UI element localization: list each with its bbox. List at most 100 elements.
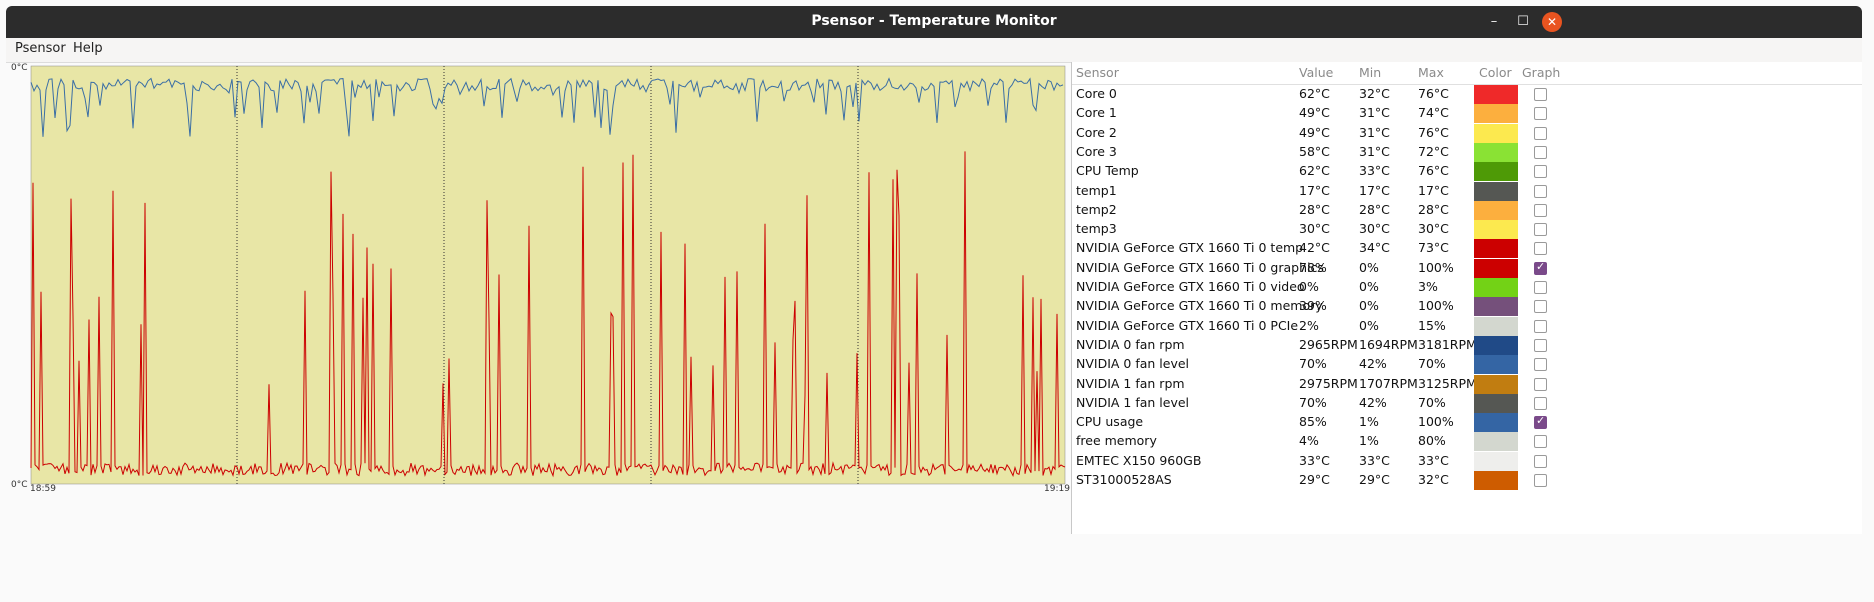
- sensor-min: 31°C: [1359, 124, 1390, 140]
- sensor-min: 17°C: [1359, 182, 1390, 198]
- table-row[interactable]: CPU Temp 62°C 33°C 76°C: [1072, 162, 1862, 182]
- color-swatch[interactable]: [1474, 123, 1518, 143]
- table-row[interactable]: free memory 4% 1% 80%: [1072, 432, 1862, 452]
- title-bar[interactable]: Psensor - Temperature Monitor – ☐ ✕: [6, 6, 1862, 38]
- sensor-value: 33°C: [1299, 452, 1330, 468]
- color-swatch[interactable]: [1474, 162, 1518, 182]
- header-value[interactable]: Value: [1299, 65, 1334, 80]
- color-swatch[interactable]: [1474, 374, 1518, 394]
- table-row[interactable]: ST31000528AS 29°C 29°C 32°C: [1072, 471, 1862, 490]
- graph-checkbox[interactable]: [1534, 377, 1547, 391]
- table-row[interactable]: NVIDIA 1 fan level 70% 42% 70%: [1072, 393, 1862, 413]
- color-swatch[interactable]: [1474, 200, 1518, 220]
- sensor-value: 28°C: [1299, 201, 1330, 217]
- sensor-name: temp3: [1076, 221, 1117, 237]
- sensor-value: 49°C: [1299, 124, 1330, 140]
- sensor-max: 100%: [1418, 259, 1454, 275]
- table-row[interactable]: NVIDIA GeForce GTX 1660 Ti 0 memory 39% 0%…: [1072, 297, 1862, 317]
- graph-checkbox[interactable]: [1534, 242, 1547, 256]
- color-swatch[interactable]: [1474, 471, 1518, 490]
- color-swatch[interactable]: [1474, 239, 1518, 259]
- color-swatch[interactable]: [1474, 258, 1518, 278]
- color-swatch[interactable]: [1474, 335, 1518, 355]
- sensor-name: NVIDIA GeForce GTX 1660 Ti 0 PCIe: [1076, 317, 1299, 333]
- table-row[interactable]: CPU usage 85% 1% 100%: [1072, 413, 1862, 433]
- sensor-value: 70%: [1299, 394, 1327, 410]
- header-color[interactable]: Color: [1479, 65, 1512, 80]
- header-sensor[interactable]: Sensor: [1076, 65, 1119, 80]
- sensor-min: 1%: [1359, 433, 1379, 449]
- color-swatch[interactable]: [1474, 104, 1518, 124]
- graph-checkbox[interactable]: [1534, 165, 1547, 179]
- graph-checkbox[interactable]: [1534, 454, 1547, 468]
- graph-y-bottom-label: 0°C: [11, 480, 28, 490]
- graph-checkbox[interactable]: [1534, 184, 1547, 198]
- graph-checkbox[interactable]: [1534, 126, 1547, 140]
- graph-checkbox[interactable]: [1534, 88, 1547, 101]
- table-row[interactable]: Core 2 49°C 31°C 76°C: [1072, 123, 1862, 143]
- main-frame: Psensor Help 0°C 0°C 18:59 19:19 Sensor …: [6, 38, 1862, 600]
- color-swatch[interactable]: [1474, 220, 1518, 240]
- graph-checkbox[interactable]: [1534, 300, 1547, 314]
- graph-checkbox[interactable]: [1534, 435, 1547, 449]
- color-swatch[interactable]: [1474, 142, 1518, 162]
- table-row[interactable]: Core 1 49°C 31°C 74°C: [1072, 104, 1862, 124]
- header-min[interactable]: Min: [1359, 65, 1382, 80]
- color-swatch[interactable]: [1474, 278, 1518, 297]
- color-swatch[interactable]: [1474, 181, 1518, 201]
- graph-checkbox[interactable]: [1534, 396, 1547, 410]
- graph-checkbox[interactable]: [1534, 107, 1547, 121]
- color-swatch[interactable]: [1474, 393, 1518, 413]
- graph-checkbox[interactable]: [1534, 414, 1547, 430]
- table-row[interactable]: NVIDIA 1 fan rpm 2975RPM 1707RPM 3125RPM: [1072, 374, 1862, 394]
- color-swatch[interactable]: [1474, 316, 1518, 336]
- color-swatch[interactable]: [1474, 85, 1518, 104]
- maximize-icon[interactable]: ☐: [1517, 14, 1529, 29]
- sensor-value: 78%: [1299, 259, 1327, 275]
- table-row[interactable]: NVIDIA 0 fan rpm 2965RPM 1694RPM 3181RPM: [1072, 335, 1862, 355]
- sensor-min: 42%: [1359, 356, 1387, 372]
- color-swatch[interactable]: [1474, 432, 1518, 452]
- graph-checkbox[interactable]: [1534, 223, 1547, 237]
- table-row[interactable]: EMTEC X150 960GB 33°C 33°C 33°C: [1072, 451, 1862, 471]
- color-swatch[interactable]: [1474, 451, 1518, 471]
- graph-checkbox[interactable]: [1534, 281, 1547, 294]
- graph-checkbox[interactable]: [1534, 145, 1547, 159]
- close-icon[interactable]: ✕: [1542, 12, 1562, 32]
- graph-checkbox[interactable]: [1534, 319, 1547, 333]
- header-max[interactable]: Max: [1418, 65, 1444, 80]
- table-row[interactable]: NVIDIA GeForce GTX 1660 Ti 0 temp 42°C 34°…: [1072, 239, 1862, 259]
- table-row[interactable]: Core 3 58°C 31°C 72°C: [1072, 142, 1862, 162]
- header-graph[interactable]: Graph: [1522, 65, 1561, 80]
- table-row[interactable]: NVIDIA GeForce GTX 1660 Ti 0 graphics 78%…: [1072, 258, 1862, 278]
- graph-checkbox[interactable]: [1534, 260, 1547, 275]
- sensor-max: 76°C: [1418, 86, 1449, 101]
- color-swatch[interactable]: [1474, 355, 1518, 375]
- table-row[interactable]: NVIDIA GeForce GTX 1660 Ti 0 video 0% 0% 3%: [1072, 278, 1862, 297]
- graph-checkbox[interactable]: [1534, 338, 1547, 352]
- sensor-max: 32°C: [1418, 472, 1449, 487]
- sensor-max: 3%: [1418, 279, 1438, 294]
- minimize-icon[interactable]: –: [1490, 14, 1498, 29]
- sensor-max: 33°C: [1418, 452, 1449, 468]
- sensor-min: 29°C: [1359, 472, 1390, 487]
- table-row[interactable]: NVIDIA 0 fan level 70% 42% 70%: [1072, 355, 1862, 375]
- sensor-min: 0%: [1359, 279, 1379, 294]
- sensor-name: Core 1: [1076, 105, 1117, 121]
- sensor-value: 4%: [1299, 433, 1319, 449]
- sensor-min: 31°C: [1359, 105, 1390, 121]
- color-swatch[interactable]: [1474, 297, 1518, 317]
- table-row[interactable]: NVIDIA GeForce GTX 1660 Ti 0 PCIe 2% 0% 15%: [1072, 316, 1862, 336]
- menu-help[interactable]: Help: [73, 41, 103, 56]
- sensor-max: 73°C: [1418, 240, 1449, 256]
- sensor-max: 76°C: [1418, 163, 1449, 179]
- table-row[interactable]: temp2 28°C 28°C 28°C: [1072, 200, 1862, 220]
- graph-checkbox[interactable]: [1534, 474, 1547, 487]
- table-row[interactable]: temp3 30°C 30°C 30°C: [1072, 220, 1862, 240]
- menu-psensor[interactable]: Psensor: [15, 41, 66, 56]
- table-row[interactable]: temp1 17°C 17°C 17°C: [1072, 181, 1862, 201]
- graph-checkbox[interactable]: [1534, 358, 1547, 372]
- graph-checkbox[interactable]: [1534, 203, 1547, 217]
- color-swatch[interactable]: [1474, 413, 1518, 433]
- table-row[interactable]: Core 0 62°C 32°C 76°C: [1072, 85, 1862, 104]
